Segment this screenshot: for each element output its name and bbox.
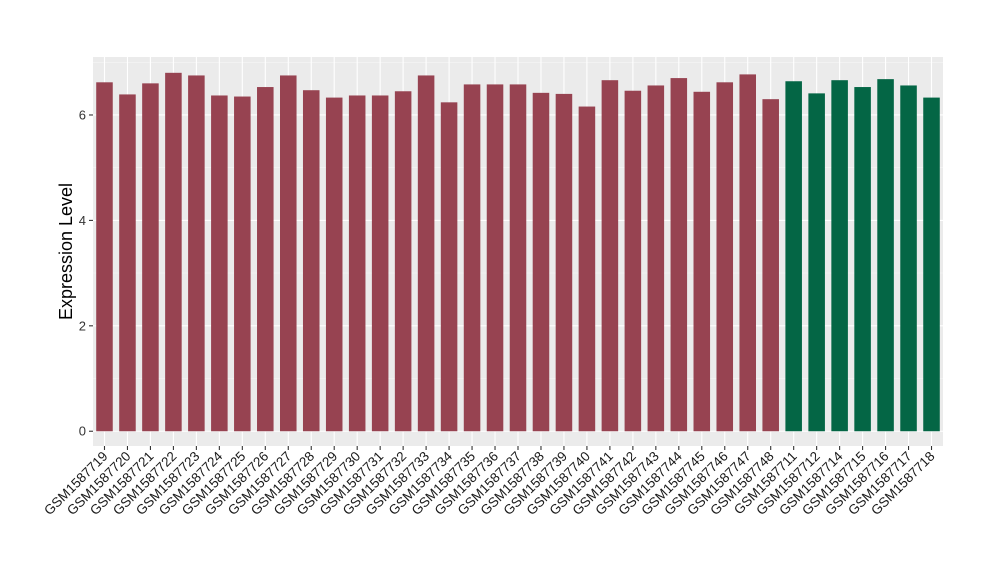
- bar-GSM1587721: [142, 83, 159, 432]
- bar-GSM1587730: [348, 95, 366, 432]
- bar-GSM1587732: [394, 91, 412, 432]
- bar-GSM1587729: [325, 97, 343, 432]
- y-tick-label: 2: [79, 318, 86, 333]
- bar-GSM1587725: [234, 96, 251, 432]
- x-axis: GSM1587719GSM1587720GSM1587721GSM1587722…: [41, 446, 938, 518]
- y-axis-title: Expression Level: [56, 183, 76, 320]
- bars: [96, 72, 940, 432]
- bar-GSM1587727: [280, 75, 297, 432]
- bar-GSM1587726: [257, 87, 274, 432]
- bar-GSM1587717: [900, 85, 917, 432]
- bar-GSM1587739: [555, 93, 573, 432]
- bar-GSM1587742: [624, 90, 642, 432]
- y-tick-label: 6: [79, 107, 86, 122]
- bar-GSM1587734: [440, 102, 458, 432]
- bar-GSM1587745: [693, 91, 711, 432]
- bar-GSM1587712: [808, 93, 825, 432]
- bar-GSM1587746: [716, 82, 734, 432]
- bar-GSM1587735: [463, 84, 481, 432]
- bar-GSM1587747: [739, 74, 756, 432]
- bar-GSM1587720: [119, 94, 136, 432]
- bar-GSM1587744: [670, 78, 688, 432]
- bar-GSM1587724: [211, 95, 228, 432]
- y-axis: 0 2 4 6: [79, 107, 93, 439]
- bar-GSM1587736: [486, 84, 504, 432]
- bar-GSM1587733: [417, 75, 435, 432]
- bar-GSM1587728: [302, 90, 320, 432]
- bar-GSM1587718: [923, 97, 940, 432]
- bar-GSM1587723: [188, 75, 205, 432]
- bar-GSM1587719: [96, 82, 113, 432]
- bar-GSM1587743: [647, 85, 665, 432]
- bar-GSM1587716: [877, 79, 894, 432]
- bar-GSM1587741: [601, 80, 619, 432]
- y-tick-label: 4: [79, 213, 86, 228]
- bar-GSM1587737: [509, 84, 527, 432]
- bar-GSM1587740: [578, 106, 596, 432]
- bar-GSM1587738: [532, 92, 550, 432]
- y-tick-label: 0: [79, 424, 86, 439]
- bar-GSM1587714: [831, 80, 848, 432]
- bar-GSM1587715: [854, 87, 871, 432]
- bar-GSM1587711: [785, 81, 802, 432]
- bar-GSM1587731: [371, 95, 389, 432]
- bar-GSM1587722: [165, 72, 182, 432]
- bar-GSM1587748: [762, 99, 779, 432]
